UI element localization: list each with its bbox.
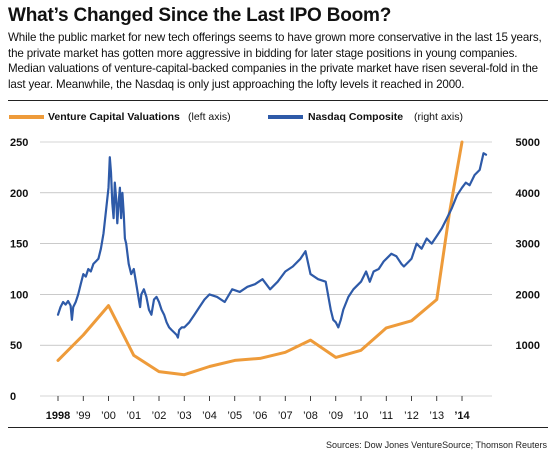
nasdaq-composite-line — [56, 152, 488, 339]
x-axis-tick-label: ’04 — [202, 410, 217, 422]
x-axis-tick-label: ’10 — [354, 410, 369, 422]
chart-title: What’s Changed Since the Last IPO Boom? — [8, 5, 392, 26]
legend-note-vc: (left axis) — [188, 111, 231, 123]
legend-note-nasdaq: (right axis) — [414, 111, 463, 123]
x-axis-tick-label: 1998 — [46, 410, 70, 422]
x-axis-tick-label: ’14 — [454, 410, 470, 422]
x-axis-tick-label: ’13 — [429, 410, 444, 422]
left-axis-tick-label: 100 — [10, 289, 28, 301]
x-axis-tick-label: ’05 — [227, 410, 242, 422]
left-axis-tick-label: 250 — [10, 137, 28, 149]
legend-label-vc: Venture Capital Valuations — [48, 111, 180, 123]
left-axis-tick-label: 0 — [10, 391, 16, 403]
x-axis-tick-label: ’07 — [278, 410, 293, 422]
x-axis-tick-label: ’99 — [76, 410, 91, 422]
footer-divider — [8, 427, 548, 428]
x-axis-tick-label: ’09 — [328, 410, 343, 422]
x-axis-tick-label: ’12 — [404, 410, 419, 422]
right-axis-tick-label: 5000 — [516, 137, 540, 149]
left-axis-tick-label: 150 — [10, 239, 28, 251]
x-axis-tick-label: ’11 — [379, 410, 393, 422]
x-axis-tick-label: ’08 — [303, 410, 318, 422]
x-axis-tick-label: ’03 — [177, 410, 192, 422]
left-axis-tick-label: 200 — [10, 188, 28, 200]
right-axis-tick-label: 3000 — [516, 239, 540, 251]
right-axis-tick-label: 2000 — [516, 289, 540, 301]
source-note: Sources: Dow Jones VentureSource; Thomso… — [326, 440, 547, 450]
x-axis-tick-label: ’02 — [152, 410, 167, 422]
header-divider — [8, 100, 548, 101]
x-axis-tick-label: ’01 — [126, 410, 141, 422]
left-axis-tick-label: 50 — [10, 340, 22, 352]
legend-swatch-nasdaq — [268, 115, 303, 119]
legend-label-nasdaq: Nasdaq Composite — [308, 111, 403, 123]
legend-swatch-vc — [9, 115, 44, 119]
chart-subtitle: While the public market for new tech off… — [8, 31, 542, 91]
x-axis-tick-label: ’06 — [253, 410, 268, 422]
right-axis-tick-label: 1000 — [516, 340, 540, 352]
right-axis-tick-label: 4000 — [516, 188, 540, 200]
vc-valuations-line — [56, 140, 464, 377]
x-axis-tick-label: ’00 — [101, 410, 116, 422]
